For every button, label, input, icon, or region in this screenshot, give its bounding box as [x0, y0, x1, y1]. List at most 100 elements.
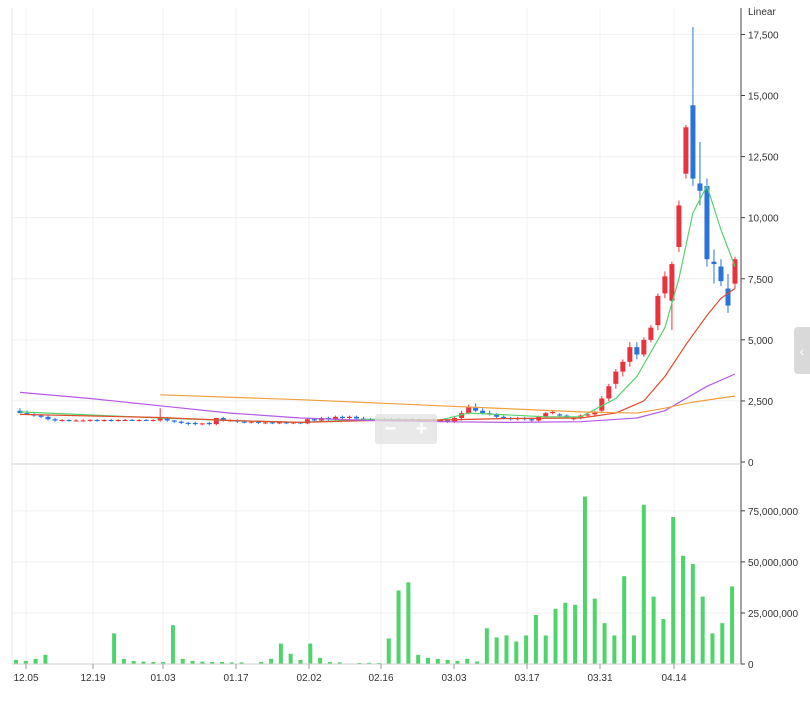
candle-body: [269, 422, 275, 424]
volume-bar: [416, 654, 421, 664]
candle[interactable]: [220, 416, 226, 422]
zoom-out-button[interactable]: −: [384, 417, 397, 440]
volume-bar: [582, 496, 587, 664]
candle-body: [459, 413, 465, 419]
candle[interactable]: [178, 420, 184, 425]
candle[interactable]: [711, 249, 717, 284]
candle[interactable]: [620, 359, 626, 377]
candle[interactable]: [185, 421, 191, 426]
candle[interactable]: [115, 419, 121, 422]
candle[interactable]: [564, 414, 570, 419]
candle[interactable]: [157, 408, 163, 422]
candle-body: [620, 361, 626, 372]
volume-panel[interactable]: [14, 496, 735, 664]
candle[interactable]: [213, 418, 219, 426]
volume-bar: [602, 623, 607, 664]
candle[interactable]: [192, 421, 198, 426]
candle[interactable]: [262, 421, 268, 425]
candle[interactable]: [143, 418, 149, 421]
side-panel-toggle[interactable]: ‹: [794, 327, 810, 374]
volume-bar: [700, 596, 705, 664]
candle[interactable]: [662, 271, 668, 299]
candle[interactable]: [655, 293, 661, 331]
candle[interactable]: [704, 178, 710, 267]
candle-body: [445, 420, 451, 422]
candle[interactable]: [87, 419, 93, 422]
candle[interactable]: [353, 415, 359, 420]
candle-body: [241, 421, 247, 423]
candle-body: [108, 419, 114, 421]
volume-bar: [690, 563, 695, 664]
candle[interactable]: [59, 419, 65, 422]
volume-tick-label: 75,000,000: [748, 507, 798, 518]
candle-body: [283, 422, 289, 424]
candle[interactable]: [459, 410, 465, 421]
candle[interactable]: [101, 419, 107, 422]
candle[interactable]: [94, 418, 100, 422]
candle[interactable]: [732, 256, 738, 289]
candle[interactable]: [613, 369, 619, 389]
candle[interactable]: [45, 415, 51, 421]
volume-bar: [661, 619, 666, 664]
scale-mode-label[interactable]: Linear: [748, 7, 776, 18]
candle[interactable]: [122, 418, 128, 421]
candle[interactable]: [718, 259, 724, 287]
moving-average-line-ma20: [19, 288, 736, 424]
candle-body: [66, 419, 72, 421]
candle[interactable]: [557, 413, 563, 417]
candle[interactable]: [129, 418, 135, 421]
candle[interactable]: [697, 141, 703, 206]
candle[interactable]: [136, 419, 142, 422]
candle-body: [466, 407, 472, 414]
candle[interactable]: [669, 261, 675, 331]
candle-body: [346, 416, 352, 419]
candle[interactable]: [304, 418, 310, 425]
candle[interactable]: [606, 383, 612, 401]
chevron-left-icon: ‹: [799, 342, 805, 359]
volume-bar: [210, 661, 215, 664]
candle[interactable]: [599, 396, 605, 414]
candle-body: [557, 414, 563, 416]
candle[interactable]: [66, 419, 72, 422]
volume-bar: [151, 661, 156, 664]
volume-bar: [200, 661, 205, 664]
candle-body: [262, 422, 268, 424]
volume-tick-label: 25,000,000: [748, 609, 798, 620]
price-panel[interactable]: [17, 27, 738, 426]
candle-body: [641, 339, 647, 355]
candle[interactable]: [690, 27, 696, 186]
candle-body: [136, 419, 142, 421]
volume-bar: [543, 635, 548, 664]
candle[interactable]: [73, 419, 79, 422]
candle[interactable]: [627, 342, 633, 367]
candle[interactable]: [52, 418, 58, 422]
volume-tick-label: 0: [748, 660, 754, 671]
candle[interactable]: [676, 200, 682, 252]
candle[interactable]: [550, 410, 556, 415]
date-tick-label: 12.19: [80, 673, 105, 684]
volume-bar: [131, 660, 136, 664]
candle[interactable]: [641, 337, 647, 357]
volume-bar: [33, 658, 38, 664]
candle[interactable]: [683, 124, 689, 179]
candle[interactable]: [206, 421, 212, 426]
candle[interactable]: [80, 419, 86, 422]
candle-body: [157, 418, 163, 421]
zoom-in-button[interactable]: +: [415, 417, 428, 440]
candle[interactable]: [648, 325, 654, 343]
candle-body: [185, 422, 191, 424]
candle[interactable]: [339, 415, 345, 420]
candle-body: [52, 419, 58, 421]
candle[interactable]: [108, 418, 114, 422]
candle[interactable]: [150, 419, 156, 422]
price-tick-label: 0: [748, 458, 754, 469]
volume-bar: [43, 654, 48, 664]
candle[interactable]: [487, 410, 493, 416]
volume-bar: [112, 633, 117, 664]
candle[interactable]: [634, 342, 640, 360]
candle-body: [248, 421, 254, 423]
candle[interactable]: [171, 419, 177, 423]
candle[interactable]: [199, 422, 205, 426]
